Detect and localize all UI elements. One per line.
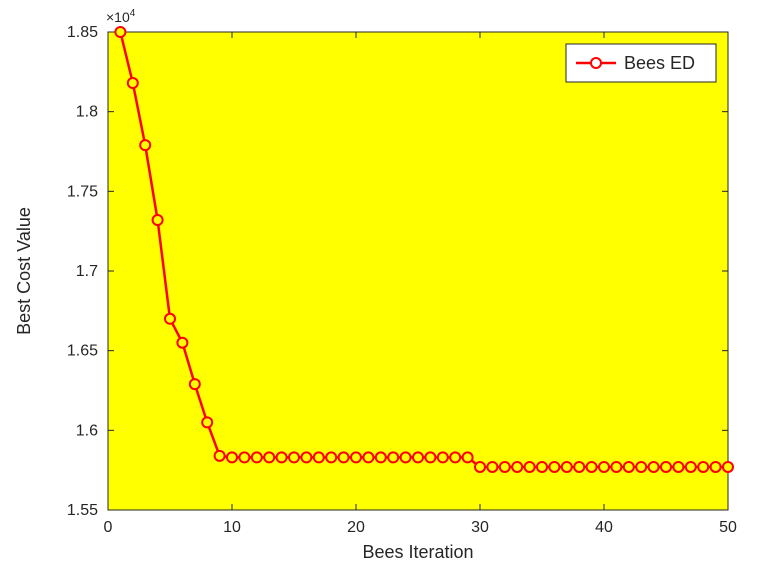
series-marker [599,462,609,472]
series-marker [177,338,187,348]
series-marker [165,314,175,324]
series-marker [711,462,721,472]
svg-text:×104: ×104 [106,8,136,25]
plot-background [108,32,728,510]
series-marker [512,462,522,472]
series-marker [401,452,411,462]
series-marker [239,452,249,462]
series-marker [537,462,547,472]
series-marker [475,462,485,472]
series-marker [487,462,497,472]
series-marker [289,452,299,462]
y-tick-label: 1.8 [76,104,98,121]
series-marker [587,462,597,472]
series-marker [363,452,373,462]
x-tick-label: 50 [719,519,737,536]
x-tick-label: 20 [347,519,365,536]
series-marker [624,462,634,472]
series-marker [227,452,237,462]
chart-container: 0 10 20 30 40 50 1.55 1.6 1.65 1.7 1.75 1.8 1.85 ×104… [0,0,774,583]
series-marker [115,27,125,37]
series-marker [438,452,448,462]
series-marker [153,215,163,225]
series-marker [661,462,671,472]
x-tick-label: 40 [595,519,613,536]
series-marker [698,462,708,472]
y-axis-label: Best Cost Value [14,207,34,335]
series-marker [339,452,349,462]
series-marker [413,452,423,462]
series-marker [215,451,225,461]
series-marker [128,78,138,88]
series-marker [649,462,659,472]
series-marker [525,462,535,472]
y-tick-label: 1.65 [67,343,98,360]
series-marker [636,462,646,472]
series-marker [673,462,683,472]
x-tick-label: 0 [104,519,113,536]
convergence-chart: 0 10 20 30 40 50 1.55 1.6 1.65 1.7 1.75 1.8 1.85 ×104… [0,0,774,583]
y-tick-label: 1.55 [67,502,98,519]
y-exponent: ×104 [106,8,136,25]
y-tick-label: 1.6 [76,422,98,439]
series-marker [376,452,386,462]
series-marker [549,462,559,472]
y-tick-label: 1.85 [67,24,98,41]
series-marker [314,452,324,462]
x-axis-label: Bees Iteration [362,542,473,562]
series-marker [425,452,435,462]
series-marker [388,452,398,462]
series-marker [190,379,200,389]
series-marker [264,452,274,462]
series-marker [463,452,473,462]
x-tick-label: 30 [471,519,489,536]
series-marker [686,462,696,472]
legend-marker [591,58,601,68]
series-marker [574,462,584,472]
y-tick-label: 1.7 [76,263,98,280]
series-marker [562,462,572,472]
series-marker [301,452,311,462]
series-marker [450,452,460,462]
series-marker [252,452,262,462]
series-marker [277,452,287,462]
series-marker [500,462,510,472]
y-tick-label: 1.75 [67,183,98,200]
series-marker [202,417,212,427]
legend-label: Bees ED [624,53,695,73]
x-tick-label: 10 [223,519,241,536]
series-marker [140,140,150,150]
series-marker [326,452,336,462]
series-marker [723,462,733,472]
series-marker [351,452,361,462]
series-marker [611,462,621,472]
